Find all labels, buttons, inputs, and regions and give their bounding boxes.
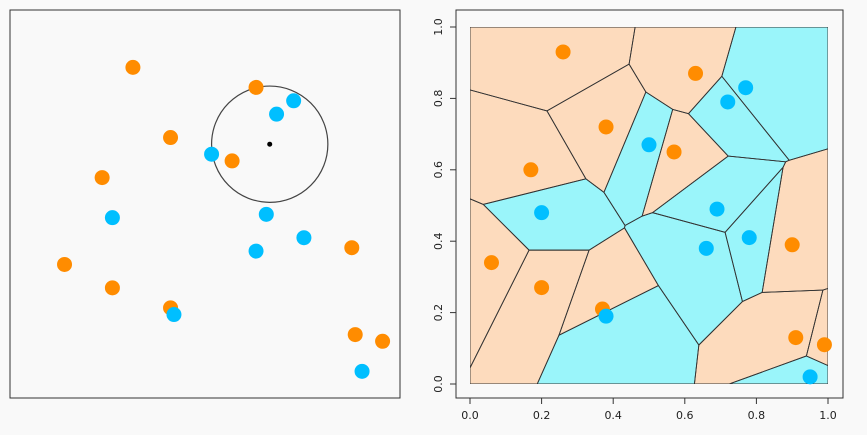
y-tick-label: 0.0 — [432, 375, 445, 393]
blue-point — [741, 230, 757, 246]
blue-point — [204, 146, 220, 162]
right-plot-frame — [455, 9, 844, 399]
orange-point — [57, 256, 73, 272]
blue-point — [720, 94, 736, 110]
y-tick-label: 0.4 — [432, 232, 445, 250]
blue-point — [286, 93, 302, 109]
orange-point — [523, 162, 539, 178]
voronoi-edge — [624, 212, 743, 346]
orange-point — [598, 119, 614, 135]
blue-point — [354, 363, 370, 379]
neighbourhood-circle — [210, 85, 329, 203]
orange-region — [762, 148, 828, 293]
orange-region — [546, 64, 646, 193]
x-tick-label: 0.0 — [461, 409, 479, 422]
orange-point — [688, 65, 704, 81]
y-tick-label: 0.6 — [432, 161, 445, 179]
orange-point — [788, 330, 804, 346]
blue-point — [802, 369, 818, 385]
blue-point — [641, 137, 657, 153]
orange-point — [534, 280, 550, 296]
orange-region — [642, 109, 729, 217]
orange-region — [470, 27, 636, 111]
blue-point — [104, 210, 120, 226]
blue-point — [166, 307, 182, 323]
blue-region — [721, 27, 828, 161]
x-tick-label: 0.4 — [604, 409, 622, 422]
blue-point — [709, 201, 725, 217]
orange-point — [344, 240, 360, 256]
blue-point — [296, 230, 312, 246]
orange-point — [347, 327, 363, 343]
orange-point — [104, 280, 120, 296]
x-tick-label: 0.6 — [676, 409, 694, 422]
query-point — [267, 141, 273, 147]
orange-point — [224, 153, 240, 169]
blue-region — [603, 91, 673, 226]
left-plot-frame — [9, 9, 401, 399]
orange-point — [375, 333, 391, 349]
orange-region — [470, 250, 590, 384]
voronoi-edge — [536, 285, 700, 384]
y-tick-label: 0.2 — [432, 304, 445, 322]
orange-point — [816, 337, 832, 353]
orange-point — [784, 237, 800, 253]
orange-region — [558, 227, 659, 336]
blue-point — [598, 308, 614, 324]
blue-point — [269, 106, 285, 122]
orange-point — [94, 170, 110, 186]
orange-point — [125, 59, 141, 75]
blue-region — [652, 156, 786, 233]
left-scatter-panel — [9, 9, 401, 399]
orange-region — [470, 89, 586, 205]
x-tick-label: 0.2 — [533, 409, 551, 422]
blue-region — [537, 285, 699, 384]
blue-point — [248, 243, 264, 259]
y-tick-label: 1.0 — [432, 18, 445, 36]
blue-point — [258, 206, 274, 222]
orange-point — [248, 79, 264, 95]
x-tick-label: 1.0 — [819, 409, 837, 422]
orange-point — [483, 255, 499, 271]
orange-point — [163, 130, 179, 146]
right-voronoi-panel: 0.0 0.2 0.4 0.6 0.8 1.0 0.0 0.2 0.4 0.6 0.8 1.0 — [432, 9, 844, 422]
orange-region — [694, 290, 823, 384]
orange-region — [629, 27, 736, 114]
orange-point — [666, 144, 682, 160]
orange-point — [555, 44, 571, 60]
voronoi-edge — [721, 27, 828, 161]
blue-point — [698, 240, 714, 256]
x-tick-label: 0.8 — [748, 409, 766, 422]
y-tick-label: 0.8 — [432, 90, 445, 108]
blue-point — [738, 80, 754, 96]
orange-region — [470, 198, 530, 368]
voronoi-edge — [728, 355, 828, 384]
blue-point — [534, 205, 550, 221]
blue-region — [483, 178, 626, 251]
